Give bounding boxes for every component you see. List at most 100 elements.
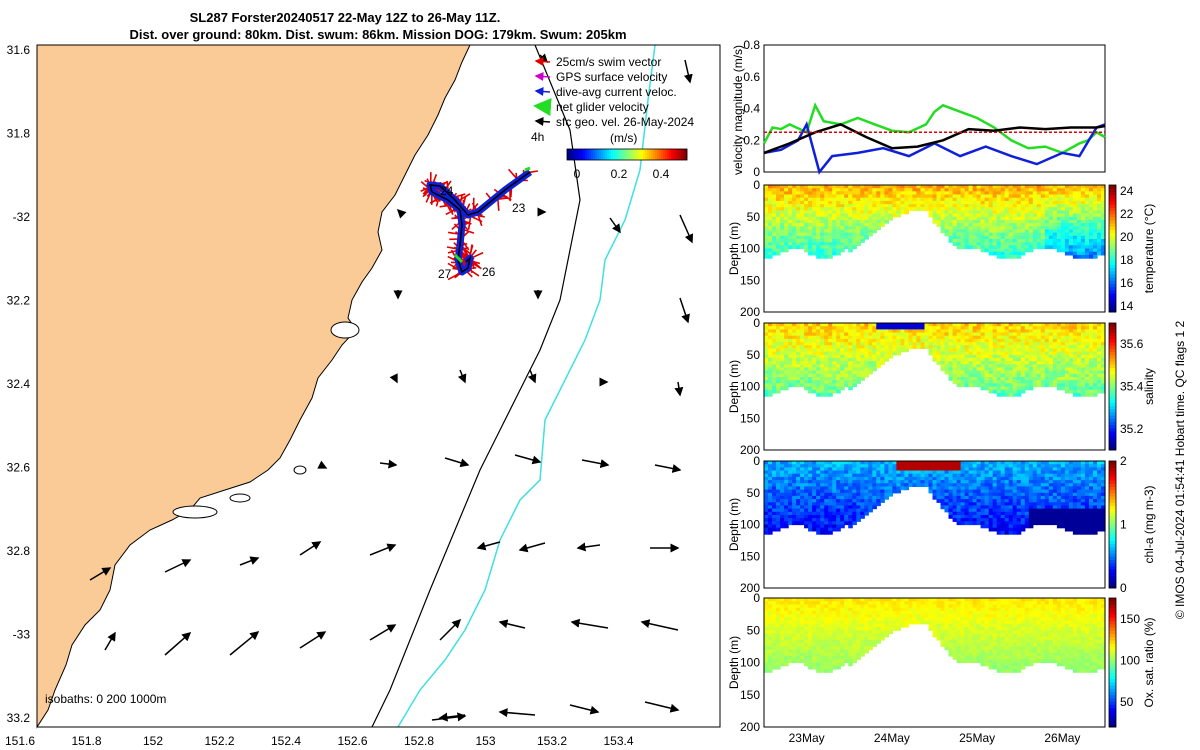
profile-cell (1004, 515, 1010, 519)
profile-cell (768, 373, 773, 378)
profile-cell (816, 383, 821, 388)
profile-cell (960, 521, 966, 526)
profile-cell (888, 332, 893, 337)
profile-cell (772, 345, 777, 349)
profile-cell (792, 383, 797, 388)
profile-cell (1072, 242, 1078, 246)
profile-cell (964, 499, 970, 503)
profile-cell (840, 323, 845, 327)
profile-cell (1052, 194, 1058, 199)
profile-cell (956, 219, 962, 224)
profile-cell (764, 329, 769, 334)
profile-cell (824, 239, 829, 243)
profile-cell (900, 464, 905, 468)
profile-cell (832, 495, 837, 500)
profile-y-tick: 100 (740, 380, 760, 394)
colorbar-tick: 22 (1120, 207, 1134, 221)
profile-cell (936, 351, 942, 356)
profile-cell (768, 185, 773, 189)
profile-cell (992, 518, 998, 522)
profile-cell (864, 185, 869, 189)
profile-cell (1008, 377, 1014, 381)
profile-cell (792, 373, 797, 378)
profile-cell (1020, 367, 1026, 372)
profile-cell (1008, 461, 1014, 465)
profile-cell (848, 342, 853, 346)
profile-cell (1024, 216, 1030, 221)
profile-cell (856, 326, 861, 330)
profile-cell (1084, 223, 1090, 227)
profile-cell (976, 216, 982, 221)
profile-cell (852, 239, 857, 243)
profile-cell (844, 351, 849, 356)
profile-cell (1076, 361, 1082, 365)
profile-cell (780, 245, 785, 250)
profile-cell (976, 367, 982, 372)
profile-cell (1080, 335, 1086, 340)
profile-cell (1016, 389, 1022, 394)
profile-cell (764, 232, 769, 237)
profile-cell (892, 464, 897, 468)
profile-cell (968, 239, 974, 243)
profile-cell (796, 245, 801, 250)
profile-cell (776, 508, 781, 513)
profile-cell (972, 194, 978, 199)
profile-cell (896, 464, 901, 468)
profile-cell (1028, 348, 1034, 353)
profile-cell (808, 389, 813, 394)
profile-cell (764, 207, 769, 211)
map-colorbar-cell (577, 149, 580, 160)
profile-cell (792, 235, 797, 240)
profile-cell (772, 226, 777, 231)
profile-cell (1012, 235, 1018, 240)
profile-cell (876, 495, 881, 500)
profile-cell (996, 530, 1002, 535)
profile-cell (1040, 335, 1046, 340)
profile-cell (952, 461, 958, 465)
profile-cell (860, 216, 865, 221)
profile-cell (780, 335, 785, 340)
profile-cell (956, 461, 962, 465)
profile-cell (972, 357, 978, 362)
profile-cell (1016, 483, 1022, 487)
profile-cell (796, 329, 801, 334)
profile-cell (920, 483, 926, 487)
profile-cell (820, 213, 825, 218)
profile-cell (824, 335, 829, 340)
colorbar-cell (1109, 235, 1116, 240)
profile-cell (948, 326, 954, 330)
profile-cell (812, 223, 817, 227)
map-colorbar-cell (645, 149, 648, 160)
profile-cell (880, 470, 885, 475)
profile-cell (1084, 207, 1090, 211)
profile-cell (980, 518, 986, 522)
colorbar-cell (1109, 392, 1116, 397)
profile-cell (1032, 505, 1038, 510)
profile-cell (800, 480, 805, 484)
profile-cell (796, 383, 801, 388)
profile-cell (764, 476, 769, 481)
profile-cell (1032, 361, 1038, 365)
profile-cell (780, 495, 785, 500)
profile-cell (844, 357, 849, 362)
profile-cell (768, 524, 773, 529)
profile-cell (960, 204, 966, 208)
profile-cell (820, 232, 825, 237)
profile-cell (776, 338, 781, 343)
profile-cell (936, 499, 942, 503)
profile-cell (796, 508, 801, 513)
profile-cell (1072, 207, 1078, 211)
profile-cell (992, 200, 998, 205)
profile-cell (772, 197, 777, 202)
profile-cell (896, 200, 901, 205)
profile-cell (1008, 489, 1014, 494)
profile-cell (900, 480, 905, 484)
profile-cell (932, 216, 938, 221)
profile-cell (840, 223, 845, 227)
profile-cell (916, 194, 921, 199)
profile-cell (824, 515, 829, 519)
profile-cell (820, 511, 825, 516)
profile-cell (868, 364, 873, 369)
profile-cell (936, 329, 942, 334)
profile-cell (764, 185, 769, 189)
